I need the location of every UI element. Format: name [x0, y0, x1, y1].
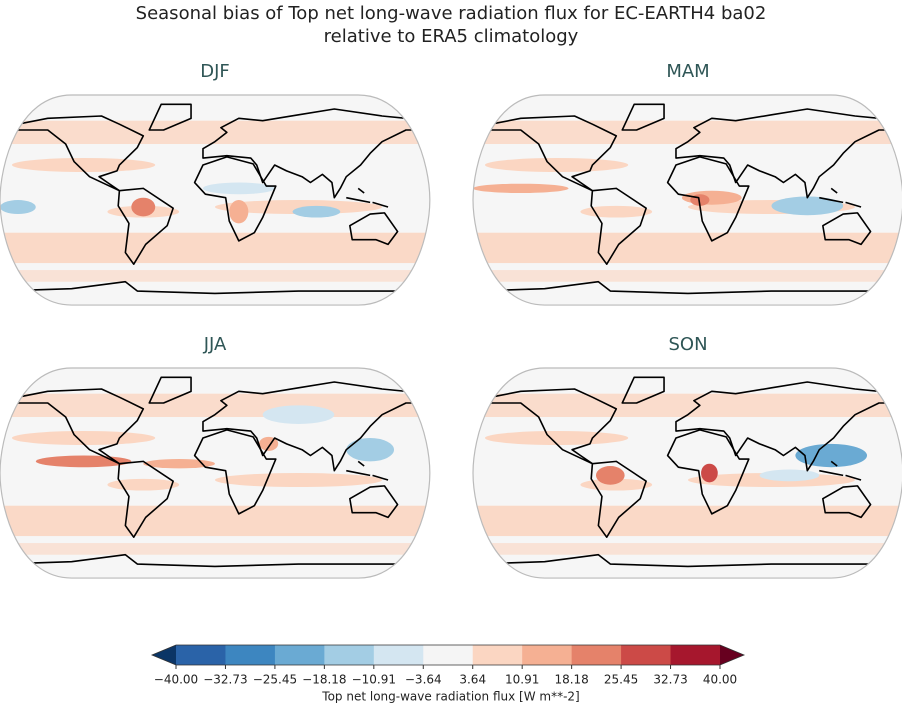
map — [0, 368, 430, 578]
colorbar-tick-label: 18.18 — [554, 673, 588, 687]
colorbar-tick-label: −10.91 — [352, 673, 396, 687]
colorbar-tick-label: 25.45 — [604, 673, 638, 687]
panel-title: JJA — [203, 334, 227, 355]
colorbar-tick-label: −25.45 — [253, 673, 297, 687]
colorbar-segment — [176, 645, 226, 665]
colorbar-extend-high — [720, 645, 744, 665]
colorbar-segment — [522, 645, 573, 665]
colorbar-tick-label: −40.00 — [154, 673, 198, 687]
colorbar-segment — [423, 645, 474, 665]
colorbar-extend-low — [152, 645, 176, 665]
colorbar-segment — [621, 645, 672, 665]
colorbar: −40.00 −32.73 −25.45 −18.18 −10.91 −3.64 3.64 1… — [150, 644, 746, 687]
title-line: relative to ERA5 climatology — [324, 26, 579, 47]
colorbar-segment — [225, 645, 276, 665]
colorbar-segment — [472, 645, 523, 665]
panel-title: DJF — [200, 61, 230, 82]
colorbar-tick-label: −3.64 — [405, 673, 442, 687]
colorbar-label: Top net long-wave radiation flux [W m**-… — [321, 690, 579, 704]
colorbar-segment — [274, 645, 325, 665]
colorbar-tick-label: −18.18 — [302, 673, 346, 687]
map — [473, 95, 902, 305]
colorbar-tick-label: 40.00 — [703, 673, 737, 687]
colorbar-tick-label: 32.73 — [653, 673, 687, 687]
colorbar-segment — [571, 645, 622, 665]
map — [0, 95, 430, 305]
panel-title: SON — [668, 334, 707, 355]
colorbar-tick-label: −32.73 — [203, 673, 247, 687]
colorbar-segment — [324, 645, 375, 665]
title-line: Seasonal bias of Top net long-wave radia… — [136, 3, 767, 24]
colorbar-segment — [373, 645, 424, 665]
colorbar-tick-label: 10.91 — [505, 673, 539, 687]
colorbar-segment — [670, 645, 721, 665]
map — [473, 368, 902, 578]
panel-title: MAM — [666, 61, 709, 82]
colorbar-tick-label: 3.64 — [459, 673, 486, 687]
